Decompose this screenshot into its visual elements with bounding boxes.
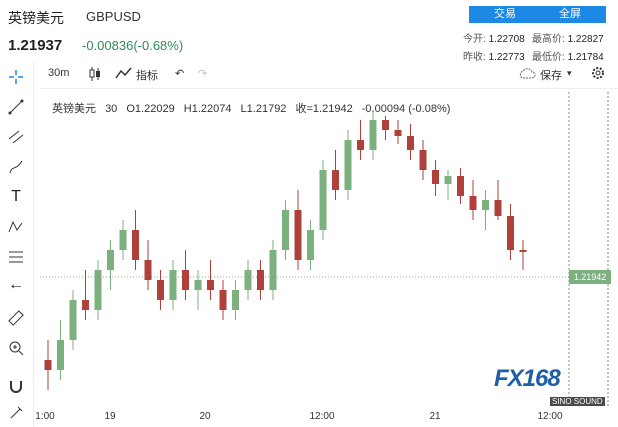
interval-button[interactable]: 30m — [48, 67, 70, 79]
candle-body — [82, 300, 89, 310]
x-tick-label: 20 — [199, 411, 211, 422]
high-stat: 最高价: 1.22827 — [532, 34, 604, 45]
candle-body — [394, 130, 402, 136]
candle-body — [457, 176, 464, 196]
instrument-name: 英镑美元 — [8, 10, 64, 26]
candle-body — [482, 200, 489, 210]
legend-name: 英镑美元 — [52, 103, 96, 115]
cloud-icon[interactable] — [518, 66, 536, 83]
candle-body — [232, 290, 239, 310]
save-button[interactable]: 保存 — [540, 70, 562, 82]
candle-body — [244, 270, 252, 290]
candle-body — [369, 120, 377, 150]
trend-line-icon[interactable] — [5, 96, 27, 118]
fullscreen-button[interactable]: 全屏 — [534, 6, 606, 23]
ohlc-legend: 英镑美元 30 O1.22029 H1.22074 L1.21792 收=1.2… — [52, 100, 456, 116]
candle-body — [444, 176, 452, 184]
trade-button[interactable]: 交易 — [469, 6, 541, 23]
x-tick-label: 1:00 — [35, 411, 55, 422]
settings-gear-icon[interactable] — [590, 65, 606, 84]
text-tool-icon[interactable]: T — [11, 188, 21, 205]
candle-body — [257, 270, 264, 290]
undo-icon[interactable]: ↶ — [175, 68, 185, 80]
magnet-icon[interactable] — [5, 375, 27, 397]
candle-body — [432, 170, 439, 184]
chevron-down-icon[interactable]: ▾ — [567, 68, 572, 78]
x-tick-label: 12:00 — [537, 411, 563, 422]
drawing-tools-sidebar: T ← — [0, 62, 34, 427]
candle-body — [507, 216, 514, 250]
candle-body — [419, 150, 427, 170]
candle-body — [107, 250, 114, 270]
legend-low: L1.21792 — [240, 103, 287, 115]
back-arrow-icon[interactable]: ← — [8, 276, 24, 293]
x-tick-label: 19 — [104, 411, 116, 422]
candle-body — [407, 136, 414, 150]
crosshair-icon[interactable] — [5, 66, 27, 88]
chart-toolbar: 30m 指标 ↶ ↷ 保存 ▾ — [40, 63, 618, 89]
redo-icon[interactable]: ↷ — [198, 68, 208, 80]
legend-open: O1.22029 — [126, 103, 175, 115]
candle-body — [219, 290, 227, 310]
zoom-in-icon[interactable] — [5, 337, 27, 359]
pattern-icon[interactable] — [5, 216, 27, 238]
lock-drawing-icon[interactable] — [5, 402, 27, 424]
candle-body — [494, 200, 502, 216]
brush-icon[interactable] — [5, 156, 27, 178]
candle-body — [344, 140, 352, 190]
fib-icon[interactable] — [5, 246, 27, 268]
last-price: 1.21937 — [8, 37, 63, 54]
candle-type-icon[interactable] — [88, 66, 102, 85]
candle-body — [94, 270, 102, 310]
instrument-symbol: GBPUSD — [86, 9, 141, 24]
candle-body — [357, 140, 364, 150]
candle-body — [294, 210, 302, 260]
sino-sound-logo: SINO SOUND — [550, 397, 605, 406]
candle-body — [169, 270, 177, 300]
quote-header: 英镑美元 GBPUSD 1.21937 -0.00836(-0.68%) 交易 … — [0, 0, 618, 63]
candle-body — [119, 230, 127, 250]
x-tick-label: 21 — [429, 411, 441, 422]
x-tick-label: 12:00 — [309, 411, 335, 422]
price-tag: 1.21942 — [569, 270, 611, 284]
price-change: -0.00836(-0.68%) — [82, 38, 184, 53]
open-stat: 今开: 1.22708 — [463, 34, 525, 45]
candle-body — [194, 280, 202, 290]
legend-close: 收=1.21942 — [295, 103, 353, 115]
candle-body — [144, 260, 152, 280]
legend-change: -0.00094 (-0.08%) — [361, 103, 451, 115]
candle-body — [332, 170, 339, 190]
candle-body — [382, 120, 389, 130]
indicators-icon[interactable] — [115, 66, 133, 83]
legend-interval: 30 — [105, 103, 118, 115]
candle-body — [269, 250, 277, 290]
candle-body — [469, 196, 477, 210]
low-stat: 最低价: 1.21784 — [532, 52, 604, 63]
candle-body — [57, 340, 64, 370]
candle-body — [44, 360, 52, 370]
candle-body — [157, 280, 164, 300]
price-chart[interactable] — [40, 92, 618, 407]
candle-body — [182, 270, 189, 290]
parallel-lines-icon[interactable] — [5, 126, 27, 148]
prev-close-stat: 昨收: 1.22773 — [463, 52, 525, 63]
indicators-button[interactable]: 指标 — [136, 70, 158, 82]
candle-body — [519, 250, 527, 252]
ruler-icon[interactable] — [5, 307, 27, 329]
candle-body — [319, 170, 327, 230]
candle-body — [69, 300, 77, 340]
legend-high: H1.22074 — [183, 103, 232, 115]
candle-body — [282, 210, 289, 250]
candle-body — [207, 280, 214, 290]
candle-body — [307, 230, 314, 260]
fx168-logo: FX168 — [494, 365, 561, 392]
candle-body — [132, 230, 139, 260]
time-axis: 1:00 19 20 12:00 21 12:00 — [35, 408, 618, 427]
